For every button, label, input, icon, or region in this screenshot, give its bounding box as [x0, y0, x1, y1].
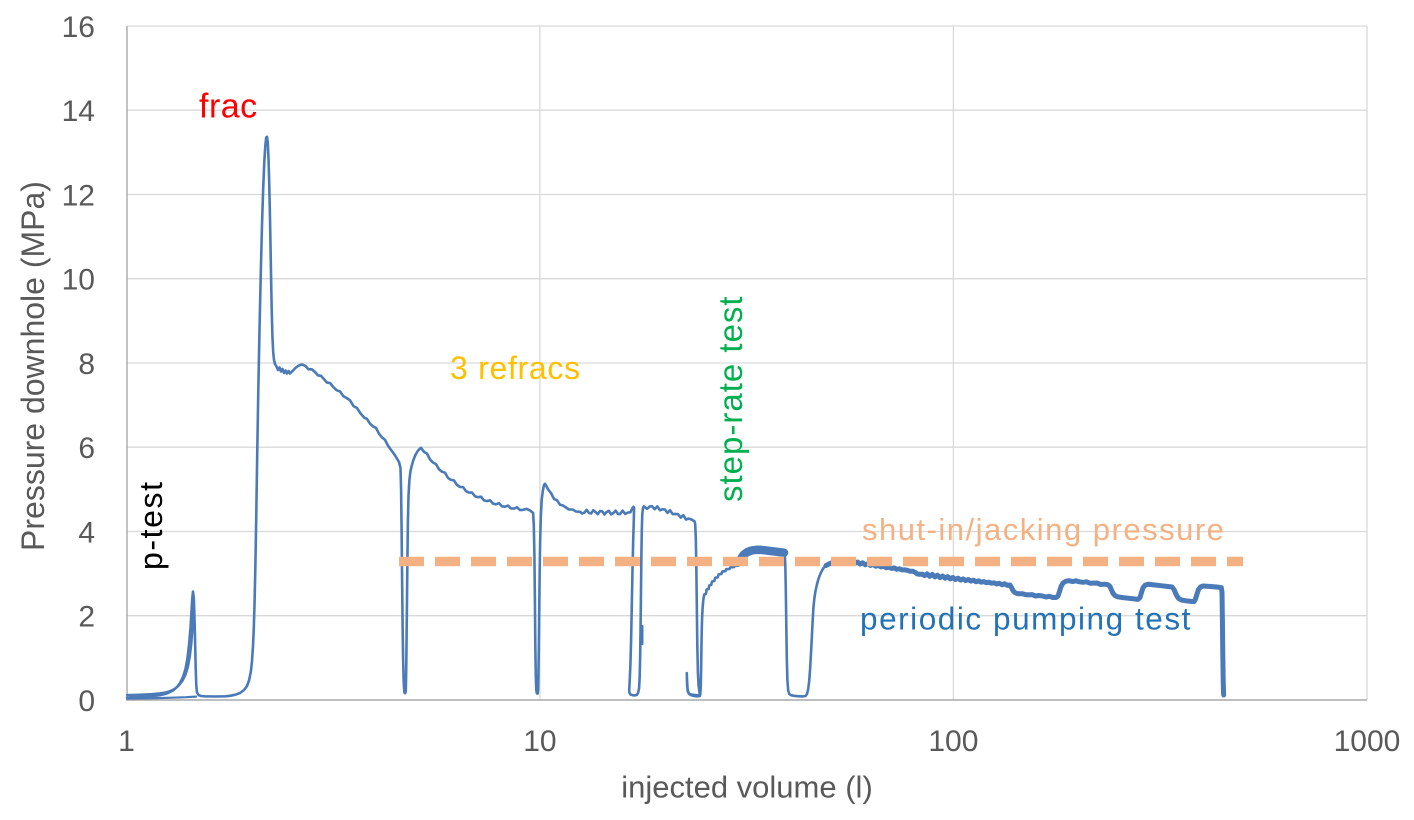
svg-text:0: 0	[78, 685, 95, 718]
svg-text:6: 6	[78, 432, 95, 465]
svg-text:14: 14	[62, 95, 95, 128]
svg-text:1000: 1000	[1334, 725, 1401, 758]
svg-text:100: 100	[928, 725, 978, 758]
svg-text:step-rate test: step-rate test	[712, 295, 749, 502]
svg-text:2: 2	[78, 601, 95, 634]
svg-text:4: 4	[78, 516, 95, 549]
svg-text:8: 8	[78, 348, 95, 381]
svg-text:16: 16	[62, 11, 95, 44]
svg-text:periodic pumping test: periodic pumping test	[860, 601, 1192, 637]
svg-text:12: 12	[62, 179, 95, 212]
svg-text:Pressure downhole (MPa): Pressure downhole (MPa)	[15, 181, 51, 551]
svg-text:10: 10	[62, 264, 95, 297]
svg-text:p-test: p-test	[133, 480, 169, 570]
svg-text:injected volume (l): injected volume (l)	[621, 770, 873, 805]
svg-text:10: 10	[523, 725, 556, 758]
svg-text:frac: frac	[199, 88, 258, 126]
svg-text:shut-in/jacking pressure: shut-in/jacking pressure	[862, 512, 1225, 547]
svg-text:3 refracs: 3 refracs	[450, 350, 581, 386]
svg-text:1: 1	[118, 725, 135, 758]
